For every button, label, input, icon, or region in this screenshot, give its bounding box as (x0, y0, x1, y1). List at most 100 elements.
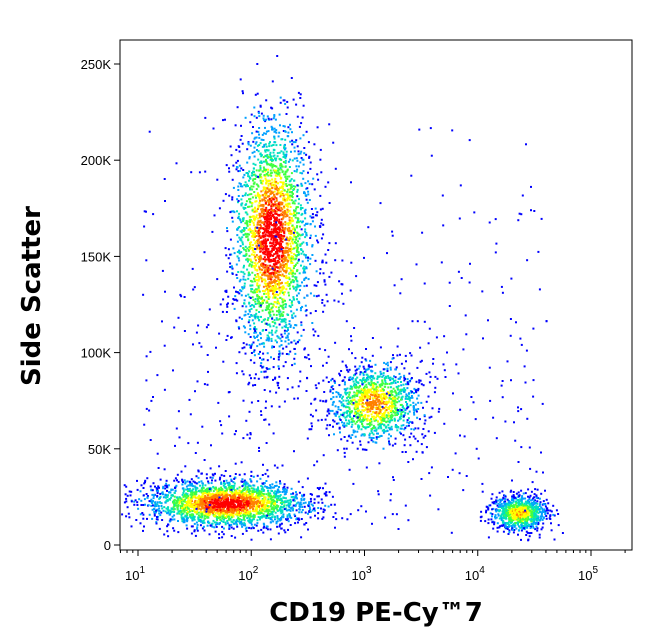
event-dot (241, 490, 244, 493)
event-dot (282, 253, 285, 255)
event-dot (201, 521, 204, 524)
event-dot (376, 394, 379, 397)
event-dot (271, 181, 274, 184)
event-dot (291, 386, 294, 389)
event-dot (289, 231, 292, 233)
event-dot (260, 362, 263, 365)
event-dot (265, 160, 268, 163)
event-dot (350, 400, 353, 403)
event-dot (279, 162, 282, 165)
event-dot (185, 485, 188, 488)
event-dot (357, 419, 360, 422)
event-dot (246, 486, 249, 489)
event-dot (276, 207, 278, 210)
event-dot (244, 192, 247, 195)
event-dot (269, 311, 272, 313)
event-dot (393, 395, 396, 398)
event-dot (296, 232, 299, 235)
event-dot (277, 209, 280, 212)
event-dot (332, 400, 335, 403)
event-dot (127, 512, 130, 515)
event-dot (271, 215, 274, 218)
event-dot (392, 380, 395, 382)
event-dot (384, 398, 387, 401)
event-dot (287, 196, 290, 199)
event-dot (389, 404, 391, 407)
event-dot (378, 412, 380, 415)
event-dot (307, 193, 310, 196)
event-dot (304, 230, 307, 233)
event-dot (259, 214, 262, 217)
event-dot (382, 419, 385, 422)
event-dot (428, 416, 431, 419)
event-dot (182, 490, 185, 493)
event-dot (274, 485, 277, 487)
event-dot (296, 250, 298, 253)
event-dot (288, 216, 291, 219)
event-dot (331, 403, 334, 406)
event-dot (269, 516, 272, 519)
event-dot (267, 306, 270, 309)
event-dot (388, 440, 390, 443)
event-dot (182, 503, 185, 506)
event-dot (305, 256, 307, 259)
event-dot (193, 515, 196, 518)
event-dot (125, 485, 128, 488)
event-dot (249, 247, 252, 250)
event-dot (355, 420, 358, 423)
event-dot (263, 278, 266, 281)
event-dot (379, 346, 382, 349)
event-dot (226, 270, 229, 273)
event-dot (272, 260, 275, 262)
event-dot (270, 205, 273, 208)
event-dot (297, 212, 300, 215)
event-dot (394, 404, 397, 407)
event-dot (380, 427, 383, 430)
event-dot (250, 487, 253, 490)
event-dot (286, 280, 289, 283)
event-dot (284, 172, 287, 175)
event-dot (248, 264, 251, 267)
event-dot (267, 511, 270, 514)
event-dot (238, 251, 241, 254)
event-dot (236, 255, 239, 258)
event-dot (257, 298, 259, 301)
event-dot (291, 143, 294, 146)
event-dot (400, 424, 403, 427)
event-dot (311, 213, 314, 216)
event-dot (260, 263, 262, 266)
event-dot (278, 218, 281, 221)
event-dot (260, 315, 262, 318)
event-dot (239, 230, 242, 233)
event-dot (263, 510, 266, 513)
event-dot (291, 232, 294, 235)
event-dot (278, 286, 281, 289)
event-dot (366, 401, 369, 404)
event-dot (207, 504, 210, 507)
event-dot (275, 391, 278, 394)
event-dot (366, 368, 369, 371)
event-dot (237, 201, 239, 204)
event-dot (344, 389, 347, 392)
event-dot (314, 330, 317, 333)
event-dot (267, 506, 270, 509)
event-dot (268, 173, 271, 176)
event-dot (211, 508, 214, 511)
event-dot (377, 407, 380, 410)
event-dot (348, 415, 351, 417)
event-dot (253, 146, 256, 149)
event-dot (299, 152, 302, 155)
event-dot (239, 490, 242, 493)
event-dot (271, 184, 274, 187)
event-dot (198, 520, 201, 522)
event-dot (371, 405, 374, 408)
event-dot (413, 411, 415, 414)
event-dot (267, 475, 270, 478)
event-dot (262, 251, 264, 254)
event-dot (253, 191, 256, 193)
event-dot (341, 421, 343, 424)
event-dot (283, 189, 286, 192)
event-dot (243, 207, 246, 210)
event-dot (402, 424, 405, 427)
event-dot (394, 442, 397, 445)
